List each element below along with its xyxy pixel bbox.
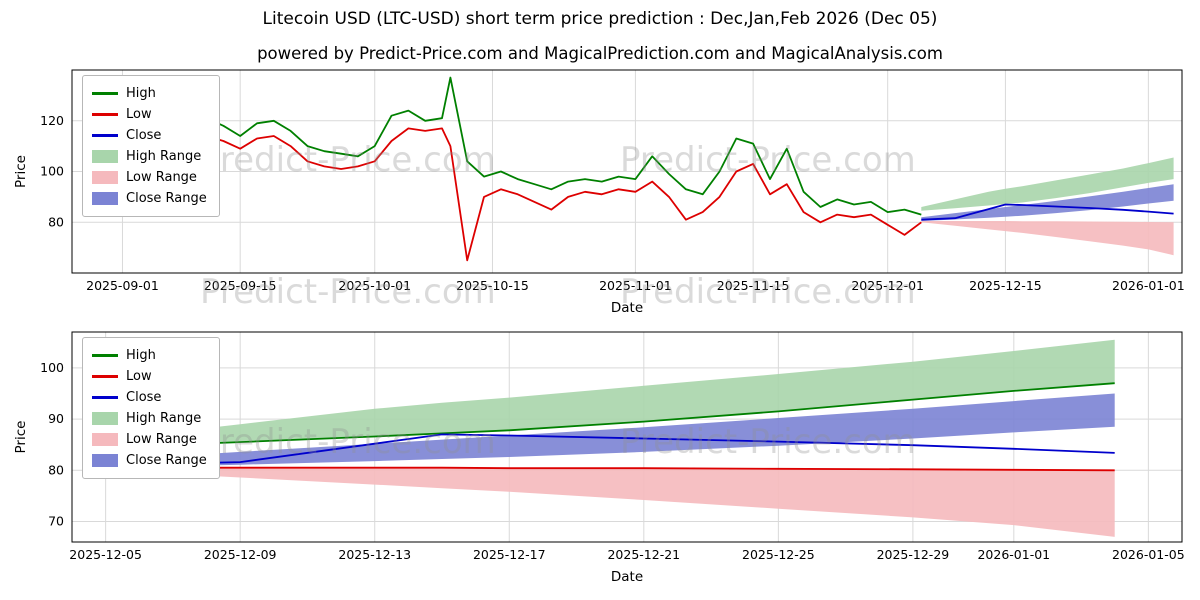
x-tick-label: 2026-01-01 <box>1112 278 1185 293</box>
y-axis-label: Price <box>13 421 29 454</box>
legend-entry: High <box>92 83 207 104</box>
y-tick-label: 80 <box>48 462 64 477</box>
history-chart: 2025-09-01 2025-09-15 2025-10-01 2025-10-15… <box>10 64 1190 319</box>
x-tick-label: 2025-12-15 <box>969 278 1042 293</box>
close-swatch <box>92 134 118 137</box>
series-close <box>105 433 1115 467</box>
band-high_range <box>105 339 1115 448</box>
series-high <box>88 76 922 216</box>
x-axis-label: Date <box>611 569 643 585</box>
x-tick-label: 2025-11-15 <box>717 278 790 293</box>
band-close_range <box>921 184 1174 221</box>
x-tick-label: 2025-10-15 <box>456 278 529 293</box>
figure-title: Litecoin USD (LTC-USD) short term price … <box>262 9 938 29</box>
legend-label: Close Range <box>126 453 207 468</box>
legend-entry: Low Range <box>92 167 207 188</box>
legend-entry: Low <box>92 104 207 125</box>
x-tick-label: 2025-11-01 <box>599 278 672 293</box>
close-swatch <box>92 396 118 399</box>
close_range-swatch <box>92 192 118 205</box>
y-tick-label: 90 <box>48 411 64 426</box>
y-tick-label: 80 <box>48 214 64 229</box>
legend-label: Low <box>126 107 152 122</box>
band-high_range <box>921 157 1174 211</box>
legend: High Low Close High Range Low Range Close Ran… <box>82 75 220 217</box>
forecast-chart: 2025-12-05 2025-12-09 2025-12-13 2025-12-17… <box>10 326 1190 588</box>
x-tick-label: 2025-12-17 <box>473 547 546 562</box>
legend-label: High <box>126 86 156 101</box>
high-swatch <box>92 92 118 95</box>
legend-entry: Close <box>92 125 207 146</box>
x-tick-label: 2025-09-01 <box>86 278 159 293</box>
legend-label: High Range <box>126 411 202 426</box>
high_range-swatch <box>92 412 118 425</box>
legend-label: Close <box>126 390 162 405</box>
legend-entry: High Range <box>92 408 207 429</box>
x-tick-label: 2025-12-13 <box>338 547 411 562</box>
band-close_range <box>105 393 1115 468</box>
x-tick-label: 2025-10-01 <box>338 278 411 293</box>
legend-label: Close <box>126 128 162 143</box>
x-tick-label: 2025-09-15 <box>204 278 277 293</box>
low_range-swatch <box>92 433 118 446</box>
low-swatch <box>92 375 118 378</box>
legend-entry: Low Range <box>92 429 207 450</box>
y-tick-label: 70 <box>48 514 64 529</box>
series-low <box>88 127 922 262</box>
band-low_range <box>921 221 1174 256</box>
y-tick-label: 100 <box>40 360 64 375</box>
y-axis-label: Price <box>13 155 29 188</box>
legend-label: Close Range <box>126 191 207 206</box>
legend-entry: Close Range <box>92 450 207 471</box>
high-swatch <box>92 354 118 357</box>
x-tick-label: 2025-12-01 <box>851 278 924 293</box>
legend-label: Low Range <box>126 432 197 447</box>
legend-entry: Low <box>92 366 207 387</box>
legend-entry: Close <box>92 387 207 408</box>
series-close <box>921 203 1174 221</box>
legend-label: Low <box>126 369 152 384</box>
legend: High Low Close High Range Low Range Close Ran… <box>82 337 220 479</box>
band-low_range <box>105 467 1115 537</box>
legend-label: High <box>126 348 156 363</box>
x-tick-label: 2026-01-05 <box>1112 547 1185 562</box>
close_range-swatch <box>92 454 118 467</box>
legend-label: High Range <box>126 149 202 164</box>
legend-entry: High <box>92 345 207 366</box>
x-tick-label: 2025-12-09 <box>204 547 277 562</box>
high_range-swatch <box>92 150 118 163</box>
x-tick-label: 2025-12-29 <box>877 547 950 562</box>
x-tick-label: 2025-12-05 <box>69 547 142 562</box>
figure-subtitle: powered by Predict-Price.com and Magical… <box>257 44 943 63</box>
legend-entry: High Range <box>92 146 207 167</box>
series-high <box>105 382 1115 449</box>
y-tick-label: 120 <box>40 113 64 128</box>
x-tick-label: 2025-12-21 <box>607 547 680 562</box>
forecast-chart-canvas: 2025-12-05 2025-12-09 2025-12-13 2025-12-17… <box>13 331 1185 585</box>
x-tick-label: 2025-12-25 <box>742 547 815 562</box>
x-axis-label: Date <box>611 300 643 316</box>
low_range-swatch <box>92 171 118 184</box>
series-low <box>105 466 1115 472</box>
low-swatch <box>92 113 118 116</box>
legend-entry: Close Range <box>92 188 207 209</box>
history-chart-canvas: 2025-09-01 2025-09-15 2025-10-01 2025-10-15… <box>13 69 1185 316</box>
y-tick-label: 100 <box>40 164 64 179</box>
x-tick-label: 2026-01-01 <box>977 547 1050 562</box>
legend-label: Low Range <box>126 170 197 185</box>
